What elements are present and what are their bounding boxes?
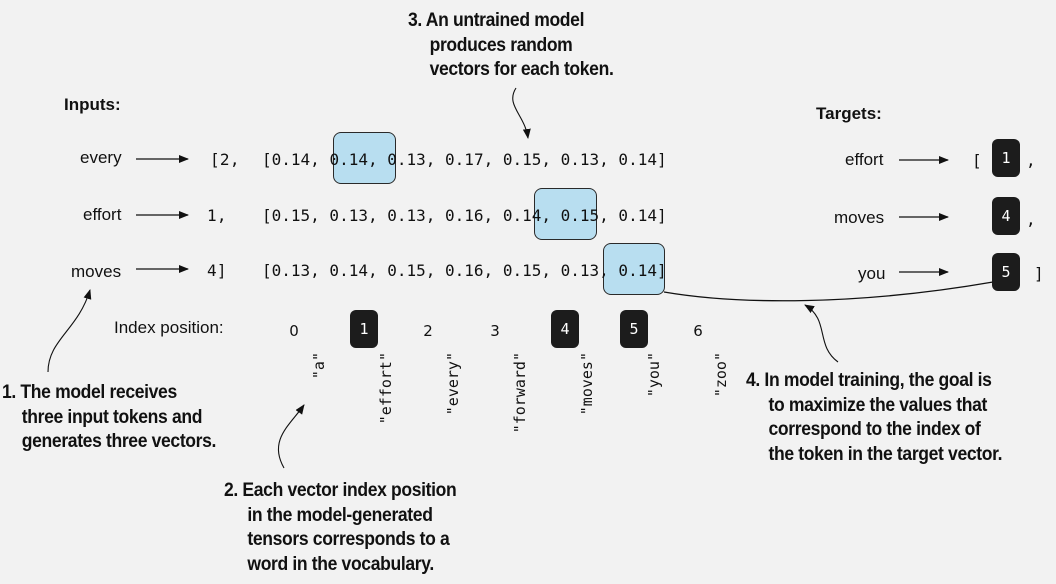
- callout-4-line-1: 4. In model training, the goal is: [746, 369, 992, 391]
- callout-2-line-1: 2. Each vector index position: [224, 479, 457, 501]
- vector-row-every: [0.14, 0.14, 0.13, 0.17, 0.15, 0.13, 0.1…: [262, 150, 667, 169]
- index-num-6: 6: [693, 322, 703, 340]
- vector-pre: [0.15, 0.13, 0.13, 0.16,: [262, 206, 503, 225]
- highlight-box-row1: [333, 132, 396, 184]
- index-num-2: 2: [423, 322, 433, 340]
- input-word-moves: moves: [71, 262, 122, 281]
- callout-1-line-2: three input tokens and: [21, 405, 203, 428]
- target-id-block-4: 4: [992, 197, 1020, 235]
- vocab-word-you: "you": [645, 352, 663, 398]
- callout-3-line-2: produces random: [429, 33, 573, 56]
- index-position-label: Index position:: [114, 318, 224, 337]
- vector-rest: 0.14]: [608, 261, 667, 280]
- vocab-word-a: "a": [310, 352, 328, 380]
- index-block-1: 1: [350, 310, 378, 348]
- vocab-word-effort: "effort": [377, 352, 395, 425]
- callout-4: 4. In model training, the goal is to max…: [746, 368, 1002, 466]
- target-bracket-open: [: [972, 151, 982, 170]
- vector-rest: 0.13, 0.17, 0.15, 0.13, 0.14]: [377, 150, 667, 169]
- vocab-word-moves: "moves": [578, 352, 596, 416]
- input-word-effort: effort: [83, 205, 122, 224]
- input-id-effort: 1,: [207, 206, 227, 225]
- target-sep-1: ,: [1026, 151, 1036, 170]
- input-id-moves: 4]: [207, 261, 227, 280]
- callout-4-line-2: to maximize the values that: [768, 393, 988, 416]
- vector-row-effort: [0.15, 0.13, 0.13, 0.16, 0.14, 0.15, 0.1…: [262, 206, 667, 225]
- callout-4-line-4: the token in the target vector.: [768, 442, 1003, 465]
- callout-3: 3. An untrained model produces random ve…: [408, 8, 614, 82]
- target-sep-2: ,: [1026, 210, 1036, 229]
- callout-4-line-3: correspond to the index of: [768, 418, 981, 440]
- vector-pre: [0.13, 0.14, 0.15, 0.16, 0.15,: [262, 261, 561, 280]
- callout-2-line-2: in the model-generated: [247, 503, 433, 526]
- callout-3-line-3: vectors for each token.: [429, 58, 614, 80]
- highlight-box-row3: [603, 243, 665, 295]
- callout3-pointer: [512, 87, 531, 139]
- vector-rest: 0.15, 0.14]: [551, 206, 667, 225]
- target-bracket-close: ]: [1034, 264, 1044, 283]
- target-word-you: you: [858, 264, 886, 283]
- index-block-4: 4: [551, 310, 579, 348]
- callout-1-line-1: 1. The model receives: [2, 381, 177, 403]
- callout-1: 1. The model receives three input tokens…: [2, 380, 216, 454]
- index-num-0: 0: [289, 322, 299, 340]
- index-block-5: 5: [620, 310, 648, 348]
- callout2-pointer: [278, 404, 305, 469]
- index-num-3: 3: [490, 322, 500, 340]
- callout-3-line-1: 3. An untrained model: [408, 9, 585, 31]
- target-word-moves: moves: [834, 208, 885, 227]
- vector-highlight-value: 0.13,: [560, 261, 609, 280]
- target-word-effort: effort: [845, 150, 884, 169]
- callout1-pointer: [47, 289, 92, 373]
- callout-2-line-3: tensors corresponds to a: [247, 528, 450, 550]
- highlight-box-row2: [534, 188, 597, 240]
- target-id-block-5: 5: [992, 253, 1020, 291]
- vector-highlight-value: 0.14,: [329, 150, 378, 169]
- vocab-word-zoo: "zoo": [712, 352, 730, 398]
- target-link-curve: [663, 281, 994, 302]
- vocab-word-every: "every": [444, 352, 462, 416]
- callout-1-line-3: generates three vectors.: [21, 430, 217, 452]
- callout4-pointer: [804, 304, 839, 363]
- vector-highlight-value: 0.14,: [502, 206, 551, 225]
- vector-open: [0.14,: [262, 150, 330, 169]
- vector-row-moves: [0.13, 0.14, 0.15, 0.16, 0.15, 0.13, 0.1…: [262, 261, 667, 280]
- callout-2: 2. Each vector index position in the mod…: [224, 478, 457, 576]
- inputs-title: Inputs:: [64, 95, 121, 114]
- callout-2-line-4: word in the vocabulary.: [247, 552, 434, 575]
- targets-title: Targets:: [816, 104, 882, 123]
- target-id-block-1: 1: [992, 139, 1020, 177]
- vocab-word-forward: "forward": [511, 352, 529, 434]
- input-id-every: [2,: [210, 150, 240, 169]
- input-word-every: every: [80, 148, 122, 167]
